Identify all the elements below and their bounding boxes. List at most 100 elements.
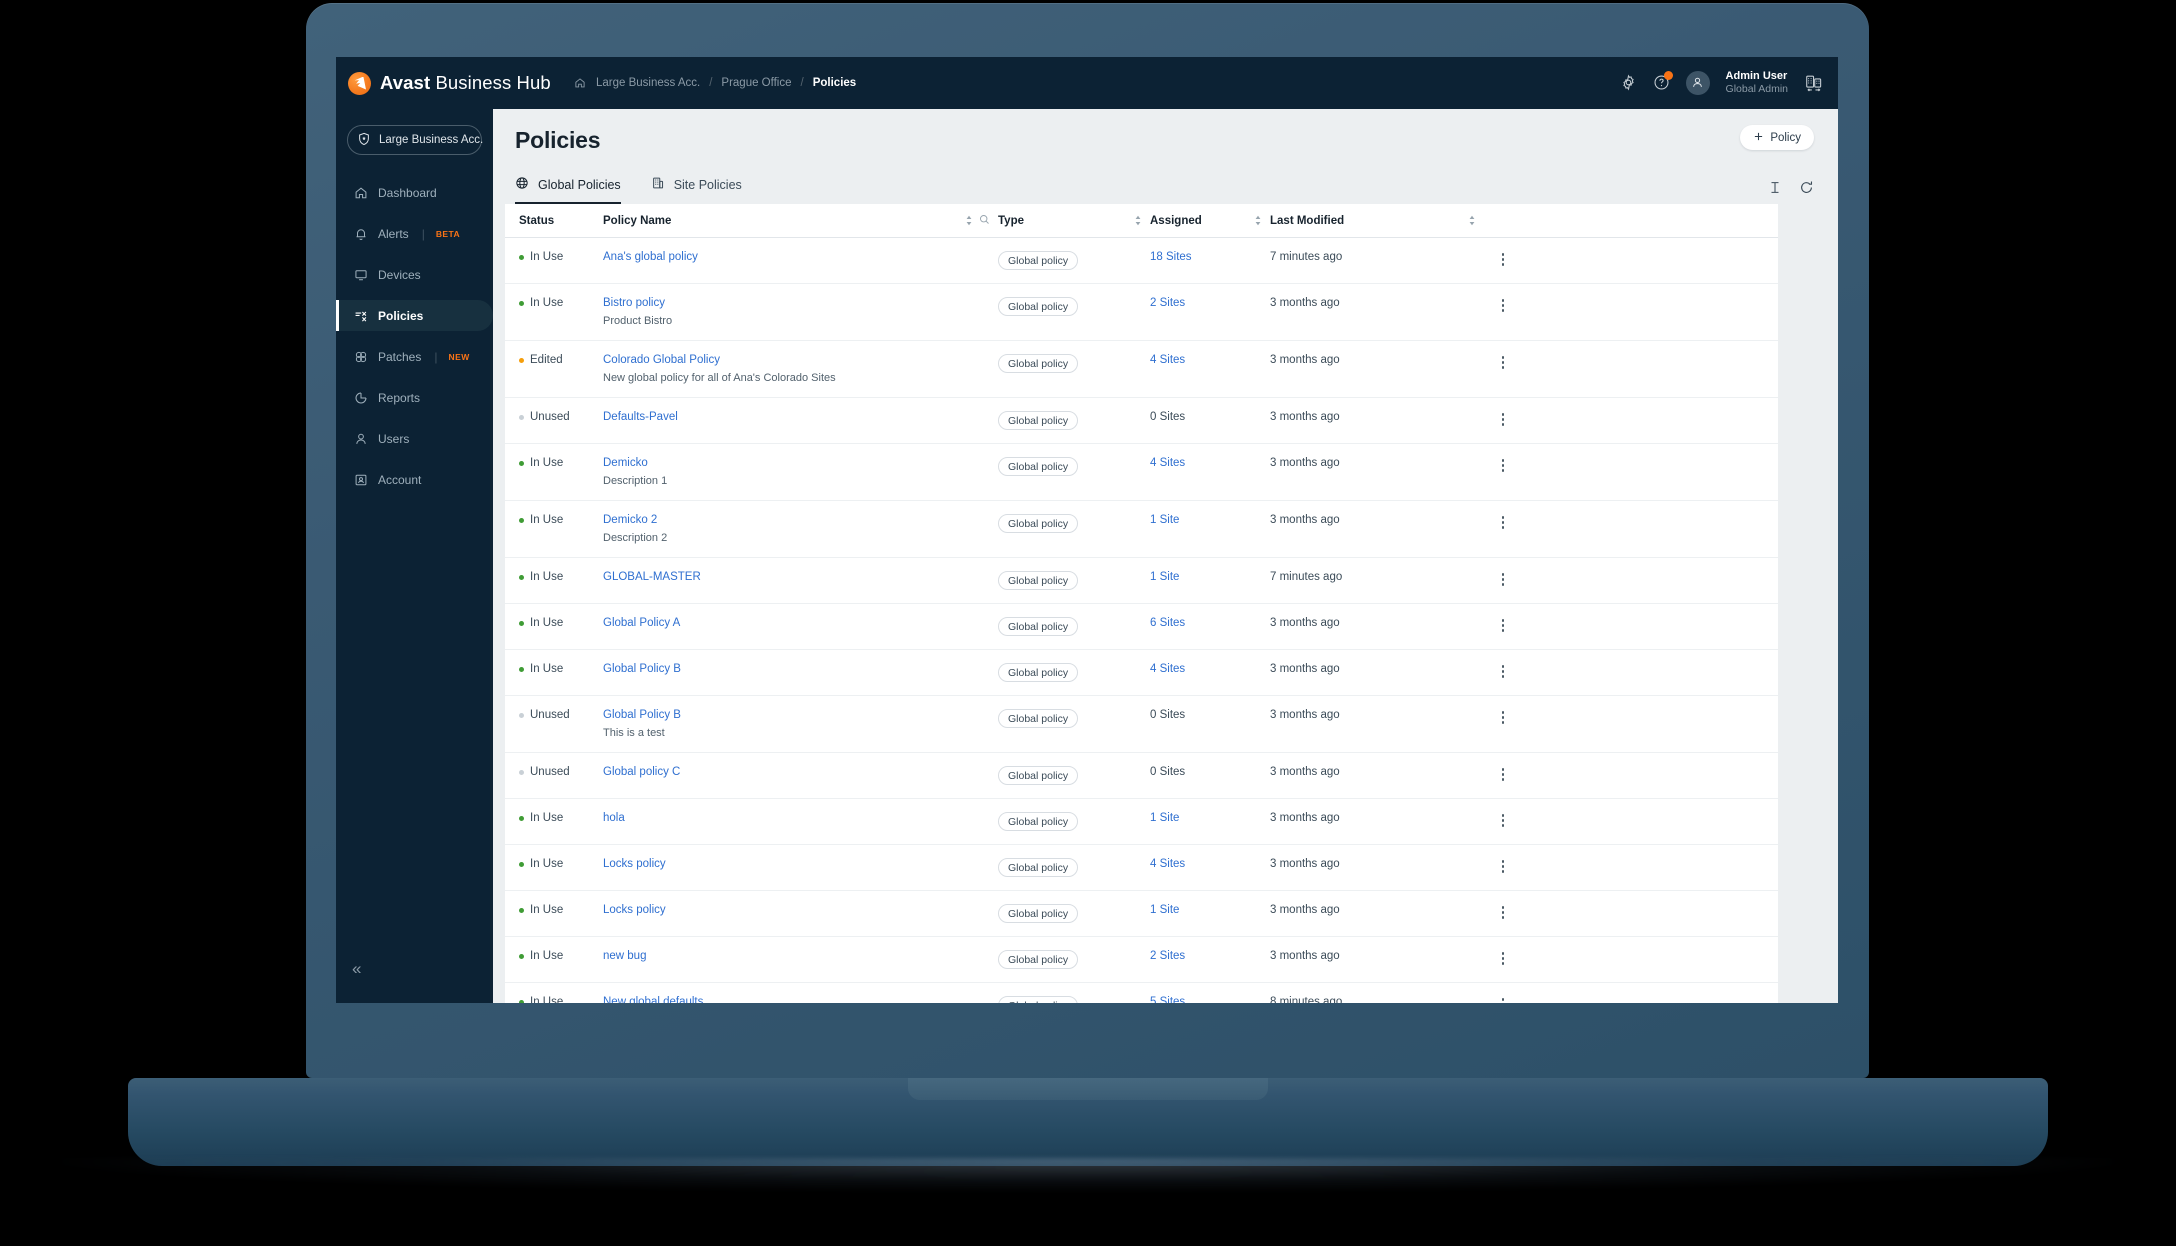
table-row[interactable]: In Use hola Global policy 1 Site 3 months ag…	[505, 799, 1778, 845]
sidebar-item-policies[interactable]: Policies	[336, 300, 493, 331]
add-policy-button[interactable]: Policy	[1740, 125, 1814, 150]
assigned-sort[interactable]	[1254, 215, 1270, 226]
sidebar-item-devices[interactable]: Devices	[336, 259, 493, 290]
row-menu-kebab-icon[interactable]	[1484, 812, 1522, 827]
assigned-sites-link[interactable]: 2 Sites	[1150, 950, 1186, 962]
sidebar-item-reports[interactable]: Reports	[336, 382, 493, 413]
row-menu-kebab-icon[interactable]	[1484, 858, 1522, 873]
row-menu-kebab-icon[interactable]	[1484, 457, 1522, 472]
policy-name-link[interactable]: Locks policy	[603, 858, 666, 870]
table-row[interactable]: In Use Locks policy Global policy 1 Site 3 m…	[505, 891, 1778, 937]
sidebar-item-account[interactable]: Account	[336, 464, 493, 495]
policy-name-link[interactable]: New global defaults	[603, 996, 704, 1003]
row-menu-kebab-icon[interactable]	[1484, 411, 1522, 426]
table-row[interactable]: Unused Global Policy B This is a test Globa…	[505, 696, 1778, 753]
refresh-icon[interactable]	[1799, 180, 1814, 195]
assigned-sites-link[interactable]: 4 Sites	[1150, 858, 1186, 870]
table-row[interactable]: In Use New global defaults Global policy 5 …	[505, 983, 1778, 1003]
avatar[interactable]	[1685, 70, 1710, 95]
column-header-assigned[interactable]: Assigned	[1150, 215, 1270, 227]
row-menu-kebab-icon[interactable]	[1484, 663, 1522, 678]
switch-company-icon[interactable]	[1804, 73, 1824, 93]
table-row[interactable]: In Use Locks policy Global policy 4 Sites 3 …	[505, 845, 1778, 891]
policy-name-link[interactable]: Demicko 2	[603, 514, 658, 526]
policy-name-link[interactable]: Global policy C	[603, 766, 681, 778]
assigned-sites-link[interactable]: 6 Sites	[1150, 617, 1186, 629]
assigned-sites-link[interactable]: 1 Site	[1150, 514, 1180, 526]
row-menu-kebab-icon[interactable]	[1484, 709, 1522, 724]
column-header-type[interactable]: Type	[998, 215, 1150, 227]
tab-site-policies[interactable]: Site Policies	[651, 176, 742, 204]
table-row[interactable]: In Use Bistro policy Product Bistro Global …	[505, 284, 1778, 341]
sidebar-item-alerts[interactable]: Alerts | BETA	[336, 218, 493, 249]
row-menu-kebab-icon[interactable]	[1484, 950, 1522, 965]
sidebar-item-patches[interactable]: Patches | NEW	[336, 341, 493, 372]
sort-arrows-icon[interactable]	[1254, 215, 1262, 226]
table-row[interactable]: In Use Global Policy B Global policy 4 Site…	[505, 650, 1778, 696]
policy-type-pill: Global policy	[998, 457, 1079, 476]
table-row[interactable]: In Use Demicko Description 1 Global policy 4…	[505, 444, 1778, 501]
assigned-sites-link[interactable]: 4 Sites	[1150, 354, 1186, 366]
assigned-cell: 1 Site	[1150, 514, 1270, 526]
breadcrumb: Large Business Acc. / Prague Office / Po…	[574, 77, 856, 89]
brand-logo-area[interactable]: Avast Business Hub	[348, 71, 574, 95]
assigned-cell: 5 Sites	[1150, 996, 1270, 1003]
policy-name-link[interactable]: Colorado Global Policy	[603, 354, 720, 366]
assigned-sites-link[interactable]: 4 Sites	[1150, 663, 1186, 675]
policy-name-link[interactable]: hola	[603, 812, 625, 824]
policy-name-link[interactable]: Bistro policy	[603, 297, 665, 309]
table-row[interactable]: In Use GLOBAL-MASTER Global policy 1 Site 7 …	[505, 558, 1778, 604]
policy-name-link[interactable]: Global Policy B	[603, 709, 681, 721]
row-menu-kebab-icon[interactable]	[1484, 904, 1522, 919]
sidebar-item-dashboard[interactable]: Dashboard	[336, 177, 493, 208]
policy-name-link[interactable]: Defaults-Pavel	[603, 411, 678, 423]
table-row[interactable]: In Use Ana's global policy Global policy 18…	[505, 238, 1778, 284]
row-menu-kebab-icon[interactable]	[1484, 251, 1522, 266]
assigned-sites-link[interactable]: 1 Site	[1150, 571, 1180, 583]
assigned-sites-link[interactable]: 5 Sites	[1150, 996, 1186, 1003]
row-menu-kebab-icon[interactable]	[1484, 297, 1522, 312]
breadcrumb-item-account[interactable]: Large Business Acc.	[596, 77, 701, 89]
policy-name-link[interactable]: Locks policy	[603, 904, 666, 916]
assigned-sites-link[interactable]: 2 Sites	[1150, 297, 1186, 309]
help-circle-icon[interactable]	[1653, 71, 1673, 91]
row-menu-kebab-icon[interactable]	[1484, 571, 1522, 586]
table-row[interactable]: Unused Defaults-Pavel Global policy 0 Sites…	[505, 398, 1778, 444]
policy-name-link[interactable]: Global Policy B	[603, 663, 681, 675]
last-modified-sort[interactable]	[1468, 215, 1484, 226]
row-height-icon[interactable]	[1768, 180, 1782, 195]
policy-name-link[interactable]: Demicko	[603, 457, 648, 469]
assigned-sites-link[interactable]: 18 Sites	[1150, 251, 1192, 263]
chevron-double-left-icon[interactable]: «	[352, 959, 362, 978]
policy-name-link[interactable]: Global Policy A	[603, 617, 681, 629]
table-row[interactable]: Edited Colorado Global Policy New global p…	[505, 341, 1778, 398]
account-selector[interactable]: Large Business Acc.	[347, 125, 501, 155]
policy-name-link[interactable]: new bug	[603, 950, 647, 962]
sort-arrows-icon[interactable]	[965, 215, 973, 226]
type-sort[interactable]	[1134, 215, 1150, 226]
column-header-last-modified[interactable]: Last Modified	[1270, 215, 1484, 227]
row-menu-kebab-icon[interactable]	[1484, 617, 1522, 632]
policy-type-cell: Global policy	[998, 950, 1150, 969]
gear-icon[interactable]	[1620, 74, 1637, 91]
sidebar-item-users[interactable]: Users	[336, 423, 493, 454]
sort-arrows-icon[interactable]	[1134, 215, 1142, 226]
assigned-sites-link[interactable]: 1 Site	[1150, 812, 1180, 824]
breadcrumb-item-site[interactable]: Prague Office	[721, 77, 792, 89]
assigned-sites-link[interactable]: 1 Site	[1150, 904, 1180, 916]
policy-name-link[interactable]: Ana's global policy	[603, 251, 698, 263]
sort-arrows-icon[interactable]	[1468, 215, 1476, 226]
tab-global-policies[interactable]: Global Policies	[515, 176, 621, 204]
table-row[interactable]: Unused Global policy C Global policy 0 Site…	[505, 753, 1778, 799]
policy-name-link[interactable]: GLOBAL-MASTER	[603, 571, 701, 583]
assigned-sites-link[interactable]: 4 Sites	[1150, 457, 1186, 469]
search-icon[interactable]	[979, 214, 990, 228]
row-menu-kebab-icon[interactable]	[1484, 766, 1522, 781]
row-menu-kebab-icon[interactable]	[1484, 514, 1522, 529]
table-row[interactable]: In Use Global Policy A Global policy 6 Site…	[505, 604, 1778, 650]
column-header-policy-name[interactable]: Policy Name	[603, 214, 998, 228]
row-menu-kebab-icon[interactable]	[1484, 354, 1522, 369]
table-row[interactable]: In Use new bug Global policy 2 Sites 3 month…	[505, 937, 1778, 983]
table-row[interactable]: In Use Demicko 2 Description 2 Global polic…	[505, 501, 1778, 558]
row-menu-kebab-icon[interactable]	[1484, 996, 1522, 1003]
